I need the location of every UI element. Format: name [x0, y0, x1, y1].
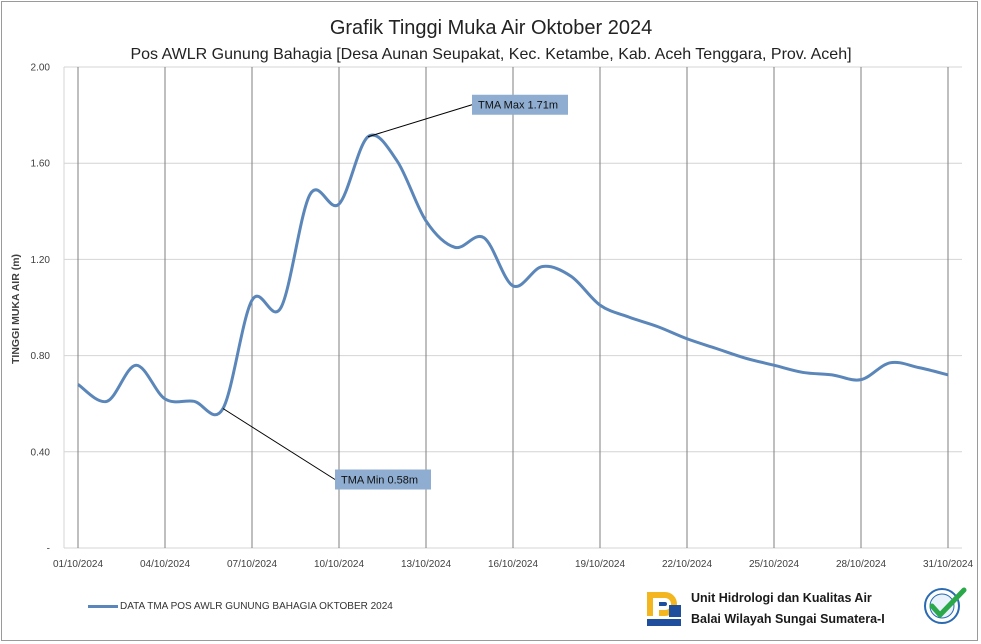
iso-certified-badge-icon [924, 587, 967, 624]
x-tick-label: 25/10/2024 [749, 559, 799, 570]
annotation-box [472, 94, 568, 115]
series-line [77, 133, 949, 417]
org-name-line2: Balai Wilayah Sungai Sumatera-I [691, 612, 885, 626]
y-tick-label: 1.60 [31, 159, 51, 170]
chart-subtitle: Pos AWLR Gunung Bahagia [Desa Aunan Seup… [130, 46, 851, 63]
legend-swatch [88, 605, 118, 608]
x-tick-label: 16/10/2024 [488, 559, 538, 570]
annotation-leader [222, 408, 336, 480]
x-tick-label: 01/10/2024 [53, 559, 103, 570]
annotation-box [335, 469, 431, 490]
y-tick-label: 2.00 [31, 63, 51, 74]
y-tick-label: 0.40 [31, 447, 51, 458]
x-tick-label: 31/10/2024 [923, 559, 973, 570]
annotation-label: TMA Max 1.71m [478, 100, 558, 112]
annotation-leader [367, 104, 473, 138]
x-tick-label: 19/10/2024 [575, 559, 625, 570]
pupr-logo-icon [645, 590, 683, 628]
y-tick-label: 1.20 [31, 255, 51, 266]
grid [63, 66, 962, 549]
x-tick-label: 10/10/2024 [314, 559, 364, 570]
x-tick-label: 22/10/2024 [662, 559, 712, 570]
x-tick-label: 13/10/2024 [401, 559, 451, 570]
x-tick-label: 28/10/2024 [836, 559, 886, 570]
y-tick-label: - [47, 544, 50, 555]
annotation-label: TMA Min 0.58m [341, 475, 418, 487]
series-layer [77, 133, 949, 417]
annotations: TMA Max 1.71m TMA Min 0.58m [222, 94, 568, 490]
y-tick-label: 0.80 [31, 351, 51, 362]
chart-title: Grafik Tinggi Muka Air Oktober 2024 [330, 17, 652, 39]
org-name-line1: Unit Hidrologi dan Kualitas Air [691, 591, 872, 605]
legend-label: DATA TMA POS AWLR GUNUNG BAHAGIA OKTOBER… [120, 601, 393, 612]
x-tick-label: 07/10/2024 [227, 559, 277, 570]
y-axis-label: TINGGI MUKA AIR (m) [10, 254, 22, 364]
legend: DATA TMA POS AWLR GUNUNG BAHAGIA OKTOBER… [88, 601, 393, 612]
x-tick-label: 04/10/2024 [140, 559, 190, 570]
organization-block: Unit Hidrologi dan Kualitas Air Balai Wi… [645, 588, 885, 630]
tick-labels: - 0.40 0.80 1.20 1.60 2.00 01/10/2024 04/10/202… [31, 63, 974, 571]
